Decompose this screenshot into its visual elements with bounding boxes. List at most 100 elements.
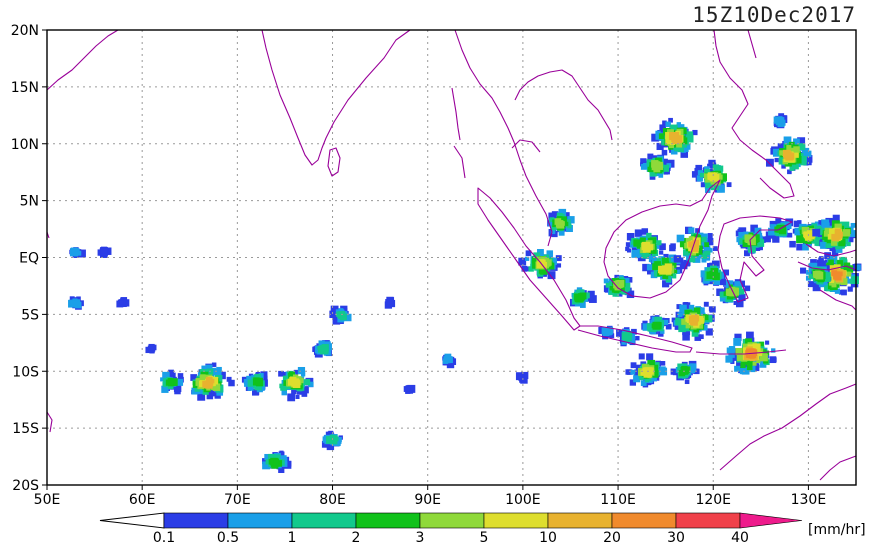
rain-pixel — [700, 270, 708, 278]
rain-pixel — [701, 324, 708, 331]
rain-cell — [765, 218, 794, 243]
rain-pixel — [703, 245, 711, 253]
legend-tick-label: 2 — [352, 530, 361, 544]
rain-pixel — [725, 282, 732, 289]
rain-pixel — [329, 310, 337, 319]
rain-pixel — [703, 168, 711, 176]
rain-pixel — [673, 269, 678, 274]
rain-pixel — [846, 278, 852, 284]
rain-pixel — [197, 387, 204, 395]
rain-pixel — [679, 241, 687, 248]
rain-pixel — [278, 466, 285, 473]
rain-pixel — [331, 435, 336, 441]
rain-cell — [735, 224, 771, 257]
rain-pixel — [846, 241, 851, 247]
rain-pixel — [550, 258, 557, 265]
rain-pixel — [845, 265, 854, 273]
rain-cell — [651, 117, 698, 158]
rain-pixel — [842, 259, 848, 265]
rain-cell — [403, 384, 416, 394]
rain-pixel — [623, 283, 629, 288]
rain-pixel — [199, 374, 207, 381]
rain-cell — [312, 340, 332, 358]
rain-pixel — [675, 317, 680, 322]
rain-cell — [384, 296, 396, 309]
rain-pixel — [707, 233, 713, 239]
rain-pixel — [174, 387, 181, 395]
rain-pixel — [805, 150, 812, 157]
legend-over-arrow — [739, 512, 803, 529]
rain-pixel — [661, 139, 668, 146]
legend-swatch — [291, 512, 357, 529]
rain-pixel — [778, 119, 784, 124]
rain-pixel — [207, 389, 214, 397]
rain-pixel — [750, 235, 756, 241]
rain-pixel — [566, 223, 572, 229]
rain-pixel — [252, 388, 259, 396]
rain-pixel — [765, 158, 774, 167]
rain-pixel — [683, 301, 689, 307]
rain-pixel — [671, 262, 677, 269]
rain-pixel — [680, 128, 687, 135]
rain-pixel — [673, 255, 682, 263]
rain-cell — [642, 253, 688, 288]
rain-pixel — [332, 317, 341, 325]
rain-pixel — [633, 239, 641, 247]
rain-pixel — [625, 369, 631, 375]
rain-pixel — [689, 256, 696, 263]
legend-tick-label: 3 — [416, 530, 425, 544]
rain-pixel — [300, 372, 306, 377]
rain-pixel — [646, 371, 651, 377]
rain-pixel — [711, 260, 720, 269]
rain-pixel — [162, 371, 170, 380]
rain-pixel — [661, 149, 668, 156]
rain-pixel — [685, 324, 690, 329]
rain-cell — [812, 214, 857, 257]
rain-pixel — [555, 255, 562, 262]
rain-pixel — [817, 236, 823, 242]
coastlines — [46, 29, 857, 481]
rain-cell — [241, 371, 268, 396]
rain-pixel — [834, 233, 839, 239]
rain-pixel — [293, 369, 299, 375]
lon-label: 80E — [319, 492, 346, 508]
rain-pixel — [655, 162, 664, 170]
rain-pixel — [683, 259, 691, 267]
rain-pixel — [688, 236, 695, 242]
rain-pixel — [771, 348, 776, 353]
rain-pixel — [638, 353, 645, 360]
rain-pixel — [716, 185, 725, 193]
rain-cell — [321, 430, 343, 451]
rain-pixel — [736, 299, 744, 308]
rain-pixel — [803, 233, 809, 239]
rain-pixel — [829, 244, 837, 252]
rain-pixel — [273, 459, 279, 466]
rain-pixel — [789, 147, 795, 154]
rain-pixel — [676, 122, 681, 127]
rain-pixel — [73, 251, 79, 257]
rain-pixel — [703, 251, 708, 256]
rain-pixel — [847, 236, 854, 243]
rain-pixel — [676, 304, 682, 310]
lon-label: 130E — [791, 492, 827, 508]
rain-pixel — [783, 136, 792, 145]
rain-pixel — [831, 233, 837, 240]
rain-pixel — [764, 350, 770, 356]
rain-pixel — [812, 283, 821, 292]
rain-pixel — [685, 134, 694, 143]
rain-pixel — [662, 280, 670, 288]
rain-pixel — [521, 371, 529, 380]
legend-unit: [mm/hr] — [808, 522, 866, 538]
rain-cell — [625, 228, 666, 263]
rain-pixel — [633, 375, 641, 383]
rain-pixel — [537, 249, 544, 256]
rain-pixel — [829, 255, 838, 263]
rain-pixel — [619, 276, 625, 282]
rain-pixel — [646, 353, 654, 361]
rain-pixel — [769, 220, 777, 228]
rain-pixel — [660, 158, 668, 166]
rain-pixel — [190, 374, 198, 381]
rain-pixel — [654, 267, 660, 273]
rain-pixel — [631, 249, 640, 258]
rain-pixel — [659, 250, 664, 255]
